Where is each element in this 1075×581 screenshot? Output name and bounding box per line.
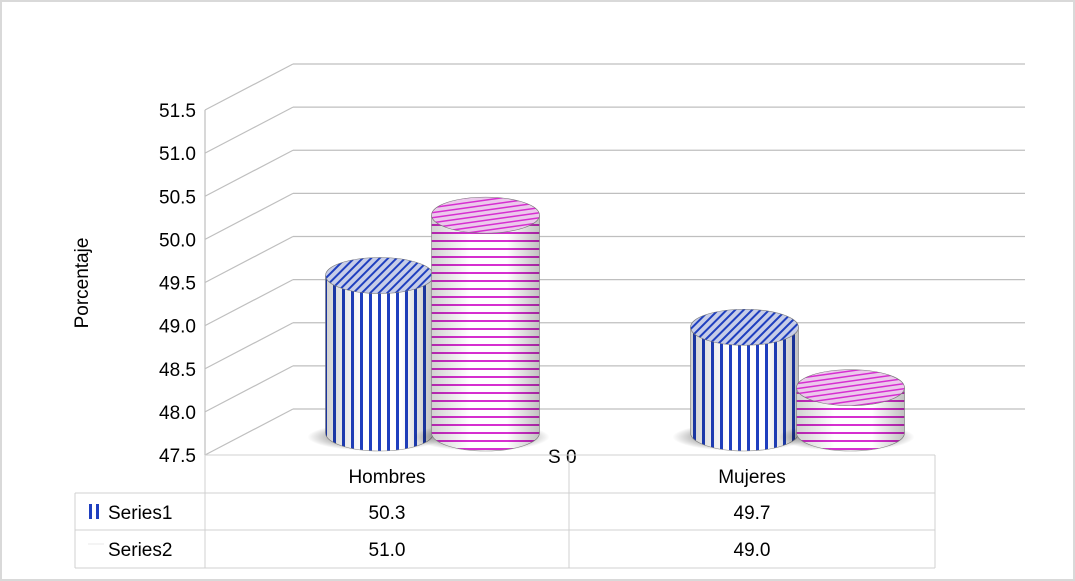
gridline-side (204, 322, 294, 370)
table-cell: 49.0 (734, 540, 771, 561)
gridline-side (204, 235, 294, 284)
gridline-side (204, 408, 294, 456)
gridline-side (204, 63, 294, 111)
bar-top (325, 257, 434, 294)
bar-top (431, 196, 540, 234)
bar-shading (325, 275, 434, 451)
gridline-side (204, 365, 294, 413)
bars (307, 196, 915, 452)
bar-mujeres-series1 (672, 308, 809, 452)
y-tick-label: 51.0 (159, 144, 196, 165)
bar-top (690, 308, 799, 346)
data-table: Hombres Mujeres Series1 50.3 49.7 Series2 51.0… (74, 454, 936, 569)
x-axis-fragment: S 0 (548, 447, 577, 468)
y-tick-label: 49.0 (159, 317, 196, 338)
y-tick-label: 48.5 (159, 360, 196, 381)
chart-walls (204, 63, 1025, 456)
gridline-side (204, 149, 294, 197)
table-cell: 51.0 (369, 540, 406, 561)
y-tick-label: 48.0 (159, 403, 196, 424)
bar-shading (690, 327, 799, 451)
bar-hombres-series2 (413, 196, 550, 452)
y-axis: 47.5 48.0 48.5 49.0 49.5 50.0 50.5 51.0 51.5 (159, 101, 196, 467)
bar-shading (431, 215, 540, 451)
bar-hombres-series1 (307, 257, 444, 452)
table-cell: 49.7 (734, 503, 771, 524)
y-tick-label: 47.5 (159, 446, 196, 467)
bar-top (796, 369, 905, 406)
table-header: Mujeres (718, 467, 786, 488)
gridline-side (204, 279, 294, 327)
legend-key-series1 (89, 504, 92, 519)
y-tick-label: 50.5 (159, 187, 196, 208)
gridline-side (204, 192, 294, 240)
table-cell: 50.3 (369, 503, 406, 524)
bar-mujeres-series2 (778, 369, 915, 452)
table-header: Hombres (348, 467, 425, 488)
y-tick-label: 49.5 (159, 274, 196, 295)
y-tick-label: 50.0 (159, 230, 196, 251)
table-row-label: Series2 (108, 540, 172, 561)
table-row-label: Series1 (108, 503, 172, 524)
gridline-side (204, 106, 294, 154)
y-axis-title: Porcentaje (72, 238, 93, 329)
legend-key-series1 (96, 504, 99, 519)
y-tick-label: 51.5 (159, 101, 196, 122)
